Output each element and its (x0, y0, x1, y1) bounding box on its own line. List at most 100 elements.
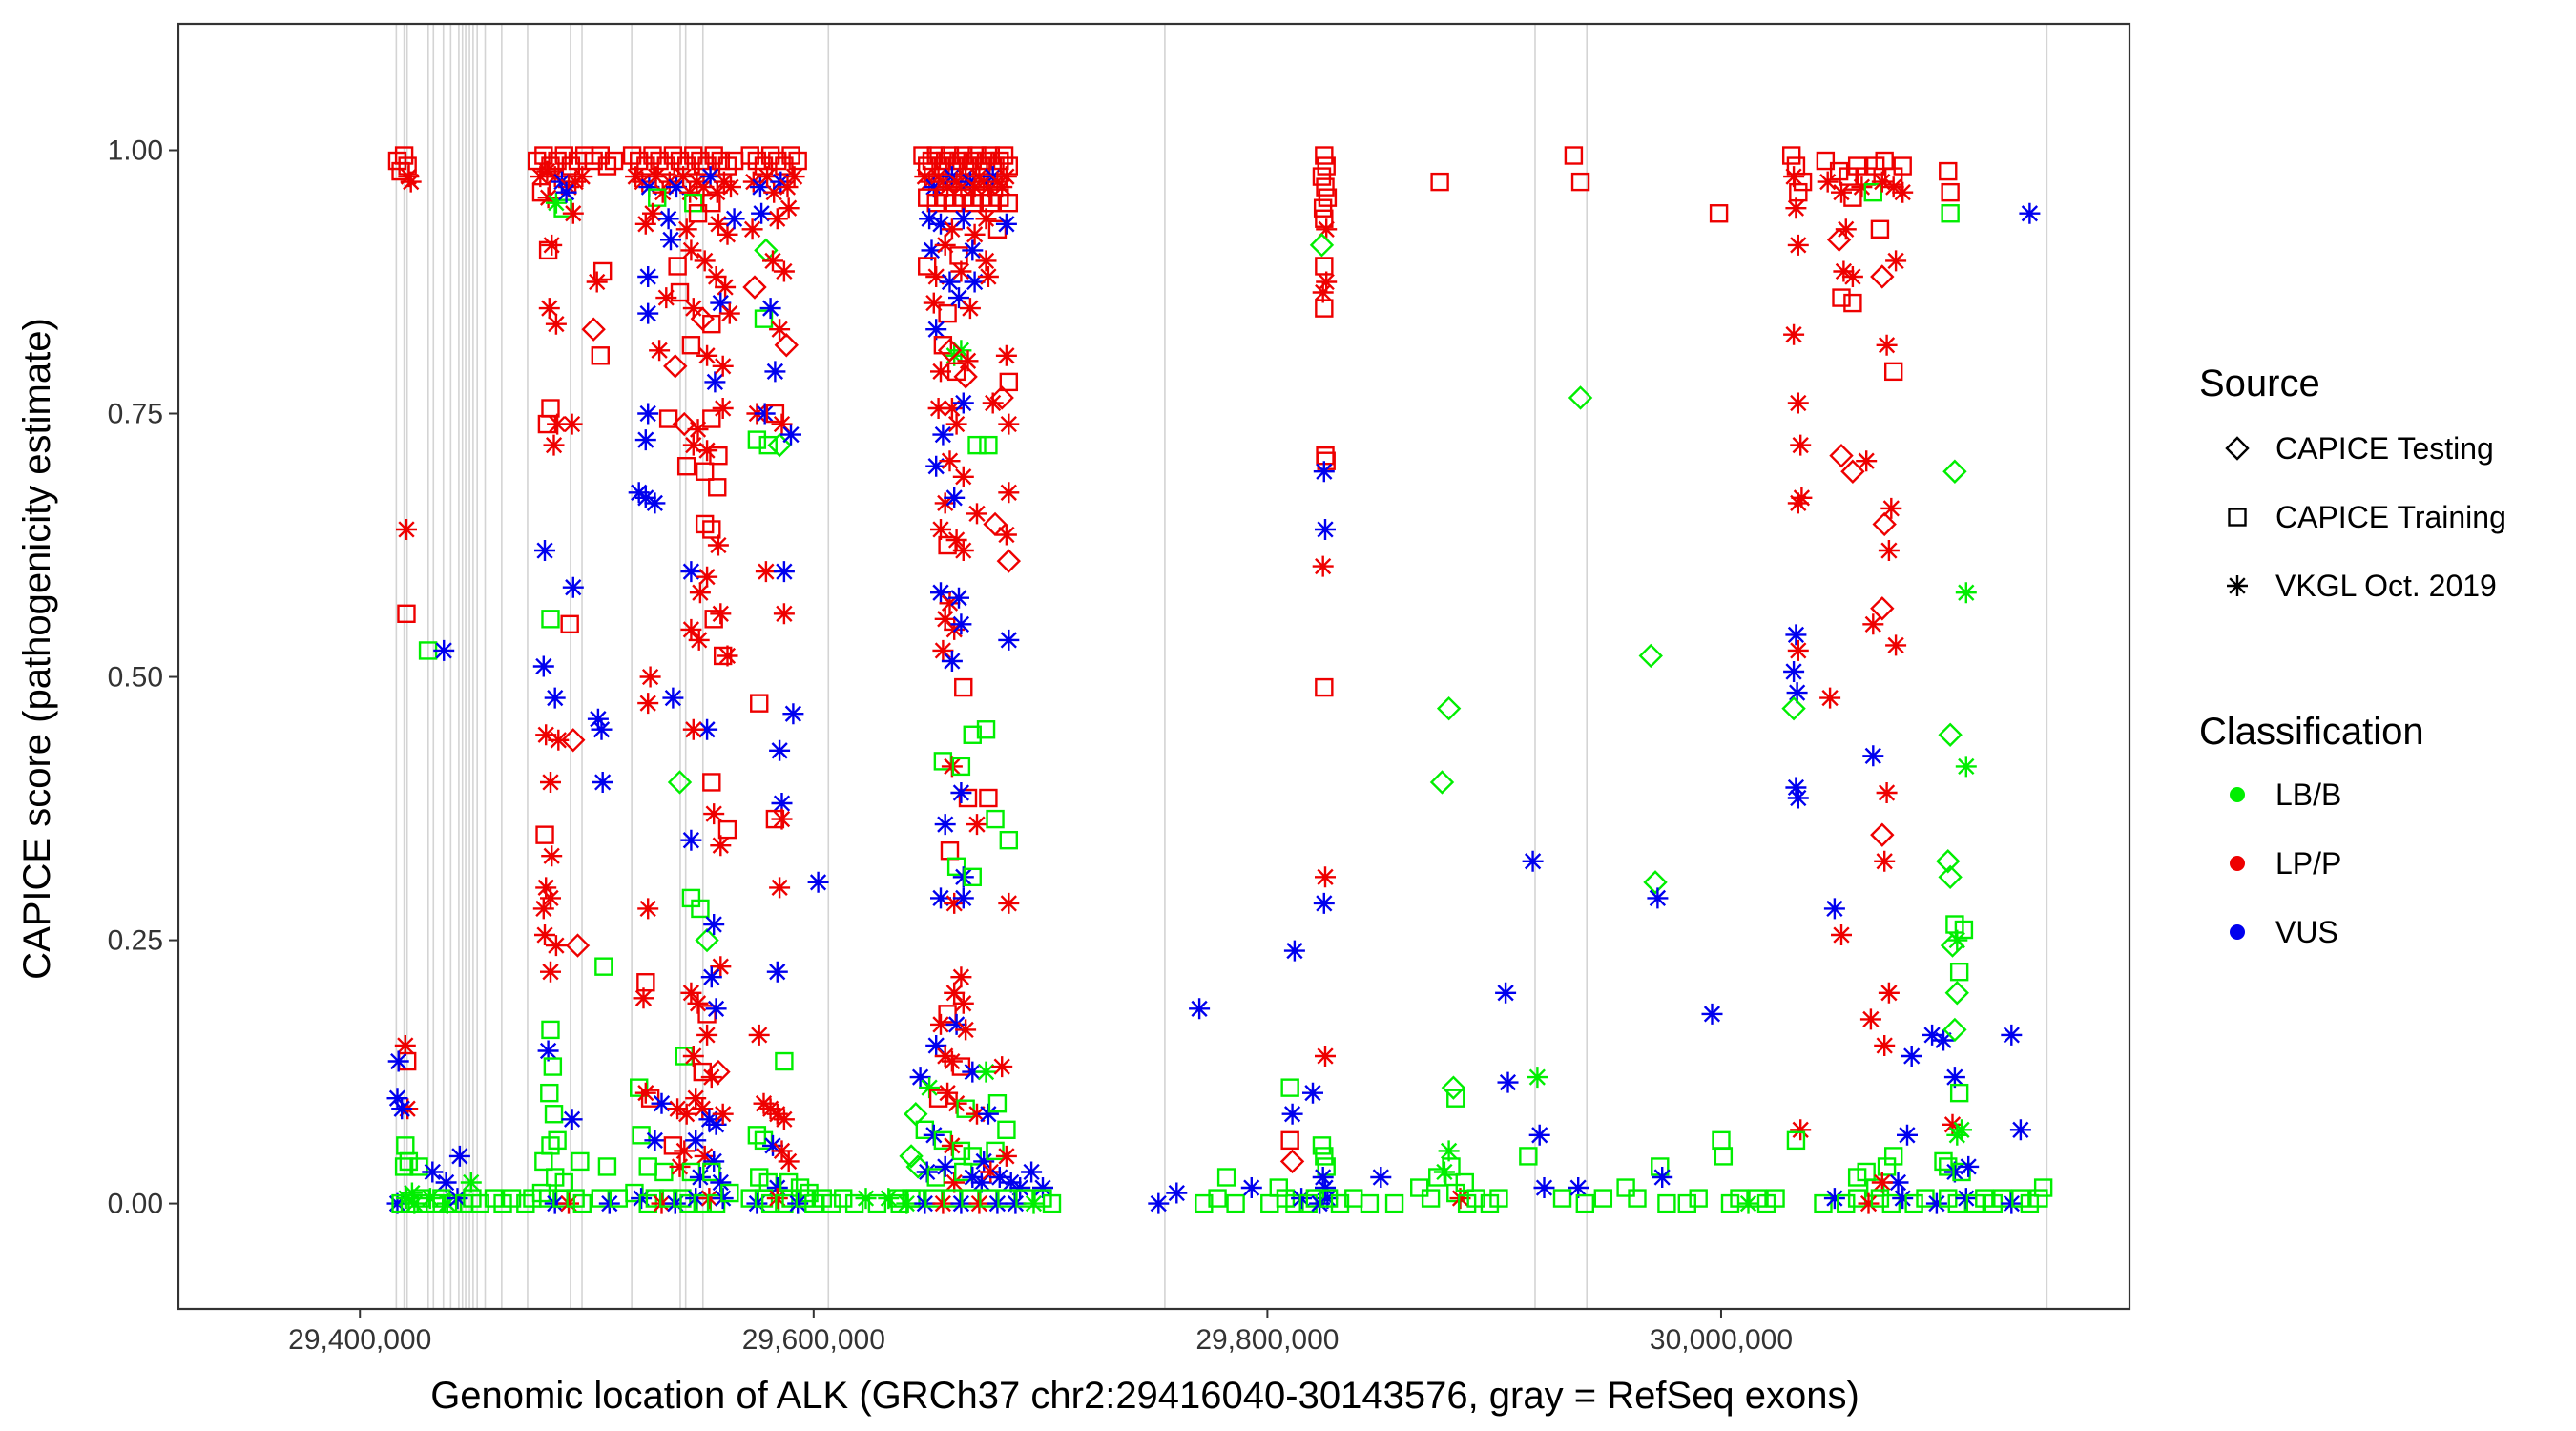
data-point (2009, 1119, 2031, 1141)
data-point (1814, 1193, 1833, 1213)
data-point (705, 266, 727, 287)
data-point (952, 208, 974, 230)
data-point (545, 313, 567, 335)
y-axis: 0.00 0.25 0.50 0.75 1.00 (108, 135, 178, 1220)
data-point (925, 1035, 947, 1056)
data-point (695, 514, 715, 534)
data-point (692, 1098, 714, 1120)
y-tick-label: 1.00 (108, 135, 163, 166)
data-point (1955, 582, 1977, 604)
legend-classification-items: LB/B LP/P VUS (2230, 778, 2341, 949)
data-point (952, 887, 974, 909)
data-point (680, 618, 702, 640)
data-point (979, 435, 998, 455)
data-point (707, 213, 729, 235)
data-point (684, 193, 703, 213)
data-point (740, 1189, 759, 1208)
data-point (742, 275, 767, 300)
data-point (645, 1189, 665, 1208)
data-point (396, 519, 417, 540)
data-point (1823, 898, 1845, 920)
data-point (1032, 1177, 1053, 1198)
data-point (1885, 250, 1907, 272)
data-point (543, 434, 565, 456)
data-point (999, 830, 1019, 850)
data-point (571, 1151, 590, 1172)
data-point (540, 772, 561, 793)
data-point (771, 413, 793, 435)
data-point (1941, 204, 1960, 223)
data-point (1841, 266, 1863, 287)
data-point (1430, 172, 1449, 192)
data-point (998, 413, 1020, 435)
data-point (554, 146, 573, 165)
data-point (657, 208, 679, 230)
data-point (951, 757, 971, 777)
data-point (945, 413, 967, 435)
data-point (516, 1193, 535, 1213)
data-point (962, 1061, 984, 1083)
data-point (773, 260, 795, 282)
data-point (435, 1172, 457, 1193)
data-point (535, 877, 557, 899)
data-point (591, 346, 610, 365)
data-point (710, 292, 732, 314)
data-point (923, 176, 945, 198)
data-point (1881, 1193, 1901, 1213)
data-point (587, 708, 609, 730)
data-point (988, 1167, 1010, 1188)
data-point (930, 361, 951, 383)
data-point (1783, 323, 1805, 345)
x-axis-title: Genomic location of ALK (GRCh37 chr2:294… (430, 1375, 1859, 1417)
data-point (1318, 188, 1338, 207)
data-point (717, 156, 737, 176)
data-point (778, 197, 800, 219)
data-point (999, 193, 1019, 213)
data-point (561, 1109, 583, 1130)
data-point (1315, 677, 1334, 697)
data-point (966, 814, 987, 836)
data-point (1863, 182, 1882, 202)
data-point (775, 1051, 794, 1071)
data-point (952, 992, 974, 1014)
data-point (703, 803, 725, 825)
data-point (1441, 1075, 1466, 1100)
data-point (1714, 1147, 1734, 1166)
data-point (1826, 227, 1852, 253)
data-point (1793, 172, 1813, 192)
data-point (1933, 1029, 1954, 1051)
data-point (1319, 1189, 1339, 1208)
data-point (941, 218, 963, 240)
data-point (502, 1189, 522, 1208)
data-point (1370, 1167, 1392, 1188)
data-point (783, 166, 805, 188)
data-point (447, 1188, 468, 1210)
data-point (679, 181, 701, 203)
data-point (1315, 257, 1334, 276)
data-point (1312, 281, 1334, 303)
data-point (788, 151, 807, 171)
data-point (760, 146, 780, 165)
data-point (781, 146, 800, 165)
data-point (1816, 151, 1836, 171)
data-point (638, 176, 660, 198)
data-point (975, 250, 997, 272)
data-point (645, 166, 667, 188)
data-point (951, 1141, 971, 1161)
data-point (997, 1120, 1016, 1140)
data-point (1872, 511, 1897, 537)
data-point (1384, 1193, 1404, 1213)
data-point (1428, 1168, 1447, 1187)
data-point (1789, 182, 1808, 202)
data-point (555, 181, 577, 203)
data-point (1870, 219, 1890, 238)
data-point (945, 1013, 967, 1035)
data-point (680, 561, 702, 583)
data-point (977, 266, 999, 287)
data-point (642, 202, 663, 224)
legend-source-label: CAPICE Testing (2275, 431, 2494, 466)
data-point (1955, 756, 1977, 778)
data-point (663, 146, 683, 165)
data-point (656, 156, 675, 176)
data-point (404, 1192, 426, 1214)
